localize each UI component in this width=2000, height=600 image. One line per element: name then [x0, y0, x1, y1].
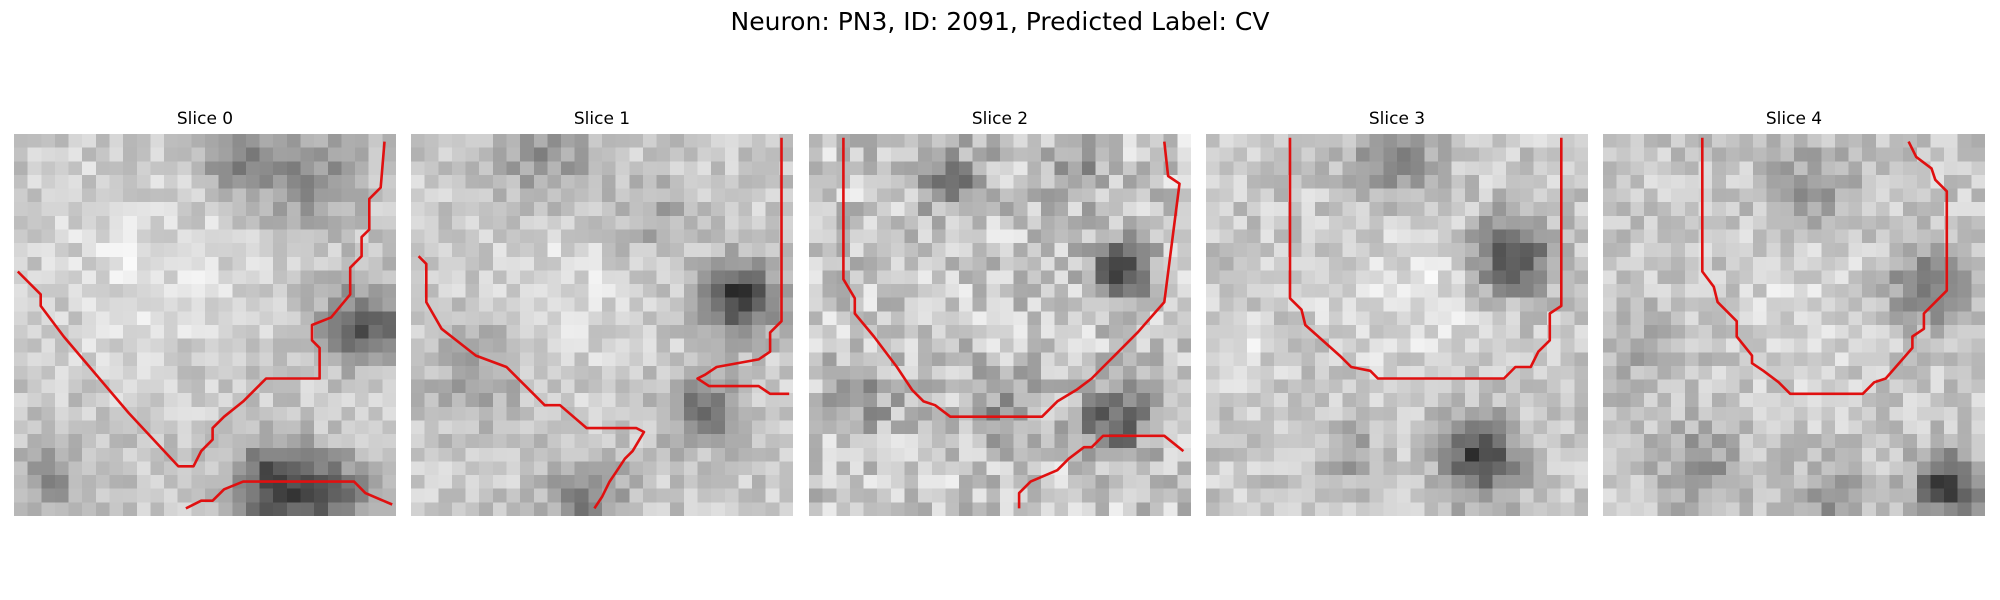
slice-image-1 [411, 134, 793, 516]
slice-panel-4: Slice 4 [1603, 108, 1985, 522]
slice-image-4 [1603, 134, 1985, 516]
slice-title-1: Slice 1 [573, 109, 631, 129]
figure-title: Neuron: PN3, ID: 2091, Predicted Label: … [730, 7, 1270, 36]
slice-title-3: Slice 3 [1368, 109, 1426, 129]
contour-line [417, 255, 646, 510]
contour-line [842, 137, 1181, 419]
contour-line [1701, 137, 1949, 396]
contour-line [185, 480, 393, 510]
slice-panel-0: Slice 0 [14, 108, 396, 522]
contour-line [16, 141, 386, 468]
slice-image-3 [1206, 134, 1588, 516]
contour-line [1288, 137, 1563, 380]
contour-line [696, 137, 790, 396]
slice-title-2: Slice 2 [971, 109, 1029, 129]
slice-title-4: Slice 4 [1765, 109, 1823, 129]
slice-image-0 [14, 134, 396, 516]
slice-panel-3: Slice 3 [1206, 108, 1588, 522]
contour-line [1017, 434, 1185, 509]
slice-title-0: Slice 0 [176, 109, 234, 129]
slice-panel-1: Slice 1 [411, 108, 793, 522]
slice-image-2 [809, 134, 1191, 516]
slice-panel-2: Slice 2 [809, 108, 1191, 522]
